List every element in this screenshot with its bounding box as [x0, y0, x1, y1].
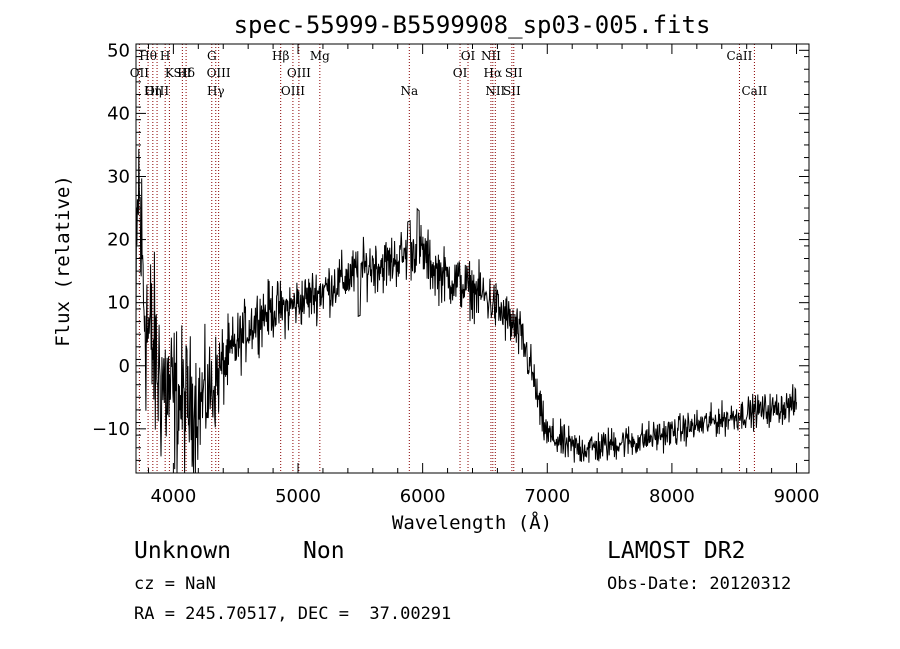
- y-tick-label: 40: [107, 103, 130, 124]
- y-axis-label: Flux (relative): [52, 175, 74, 347]
- spectral-line-label: CaII: [741, 84, 767, 98]
- x-tick-label: 9000: [774, 486, 820, 507]
- x-axis-ticks: 4000 5000 6000 7000 8000 9000: [147, 44, 820, 507]
- spectral-line-label: OIII: [145, 84, 169, 98]
- plot-frame: [135, 43, 810, 474]
- spectral-line-label: Na: [400, 84, 418, 98]
- spectral-line-label: Hα: [484, 66, 503, 80]
- spectral-line-label: OIII: [207, 66, 231, 80]
- observation-date: Obs-Date: 20120312: [607, 574, 792, 594]
- spectral-line-label: SII: [503, 84, 521, 98]
- spectrum-series-line: [135, 148, 797, 474]
- spectral-line-label: OII: [130, 66, 150, 80]
- spectral-line-label: Hγ: [207, 84, 225, 98]
- spectral-line-label: Mg: [310, 49, 330, 63]
- y-tick-label: 0: [119, 356, 130, 377]
- spectral-line-label: OIII: [281, 84, 305, 98]
- ra-dec-coordinates: RA = 245.70517, DEC = 37.00291: [134, 604, 452, 624]
- y-axis-ticks: −10 0 10 20 30 40 50: [92, 40, 809, 461]
- spectral-line-label: H: [160, 49, 170, 63]
- spectral-line-label: Hθ: [139, 49, 157, 63]
- y-tick-label: 20: [107, 230, 130, 251]
- spectral-line-label: SII: [174, 66, 192, 80]
- x-tick-label: 7000: [524, 486, 570, 507]
- x-tick-label: 5000: [275, 486, 321, 507]
- x-axis-label: Wavelength (Å): [392, 511, 552, 534]
- spectral-line-label: NII: [481, 49, 501, 63]
- survey-name: LAMOST DR2: [607, 538, 746, 564]
- spectral-line-label: Hβ: [272, 49, 289, 63]
- spectral-line-label: OI: [461, 49, 476, 63]
- x-tick-label: 4000: [150, 486, 196, 507]
- spectral-line-label: CaII: [727, 49, 753, 63]
- y-tick-label: −10: [92, 419, 130, 440]
- spectral-line-label: OI: [453, 66, 468, 80]
- object-class: Unknown: [134, 538, 231, 564]
- spectral-line-label: NII: [485, 84, 505, 98]
- spectral-line-label: OIII: [287, 66, 311, 80]
- x-tick-label: 8000: [649, 486, 695, 507]
- y-tick-label: 10: [107, 293, 130, 314]
- chart-title: spec-55999-B5599908_sp03-005.fits: [234, 11, 711, 39]
- y-tick-label: 30: [107, 166, 130, 187]
- y-tick-label: 50: [107, 40, 130, 61]
- object-subclass: Non: [303, 538, 345, 564]
- x-tick-label: 6000: [400, 486, 446, 507]
- spectral-line-label: K: [165, 66, 175, 80]
- spectral-line-label: G: [207, 49, 217, 63]
- spectral-line-label: Hδ: [177, 66, 195, 80]
- spectral-line-label: SII: [505, 66, 523, 80]
- spectral-line-label: Hη: [144, 84, 162, 98]
- redshift-cz: cz = NaN: [134, 574, 216, 594]
